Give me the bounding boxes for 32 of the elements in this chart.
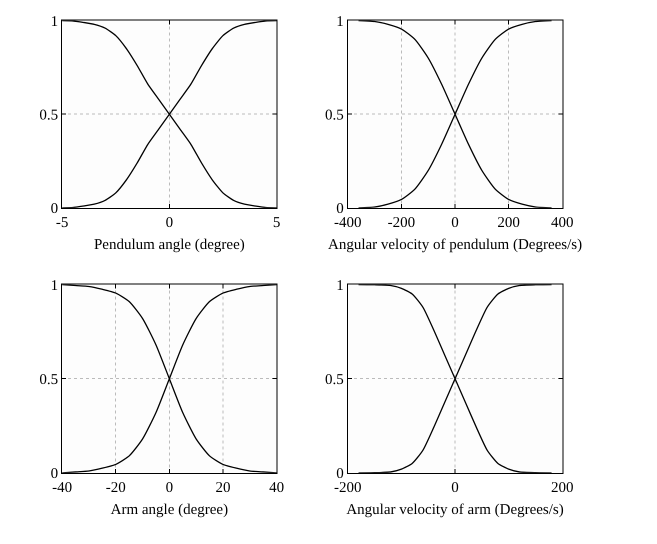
x-tick-label: -200 (334, 480, 362, 496)
x-tick-label: -400 (334, 214, 362, 231)
x-axis-title: Angular velocity of pendulum (Degrees/s) (328, 236, 582, 253)
x-tick-label: -200 (388, 214, 416, 231)
x-tick-label: 400 (551, 214, 574, 231)
x-tick-label: -40 (52, 480, 72, 496)
y-tick-label: 0.5 (39, 108, 58, 124)
y-tick-label: 1 (336, 14, 344, 30)
x-tick-label: 200 (497, 214, 520, 231)
y-tick-label: 1 (336, 278, 344, 294)
y-tick-label: 0 (336, 466, 344, 482)
x-tick-label: 0 (451, 214, 459, 231)
x-tick-label: -5 (56, 214, 68, 231)
x-tick-label: 0 (451, 480, 459, 496)
y-tick-label: 0.5 (325, 108, 344, 124)
y-tick-label: 1 (50, 278, 58, 294)
y-tick-label: 1 (50, 14, 58, 30)
y-tick-label: 0.5 (39, 372, 58, 388)
y-tick-label: 0 (336, 201, 344, 218)
x-axis-title: Pendulum angle (degree) (94, 236, 245, 253)
y-tick-label: 0 (50, 201, 58, 218)
y-tick-label: 0.5 (325, 372, 344, 388)
x-tick-label: 40 (269, 480, 284, 496)
x-axis-title: Angular velocity of arm (Degrees/s) (346, 502, 564, 518)
x-tick-label: 5 (272, 214, 280, 231)
x-tick-label: 0 (166, 480, 174, 496)
x-tick-label: -20 (106, 480, 126, 496)
x-tick-label: 200 (551, 480, 574, 496)
x-axis-title: Arm angle (degree) (110, 502, 228, 518)
x-tick-label: 20 (215, 480, 230, 496)
y-tick-label: 0 (50, 466, 58, 482)
x-tick-label: 0 (166, 214, 174, 231)
